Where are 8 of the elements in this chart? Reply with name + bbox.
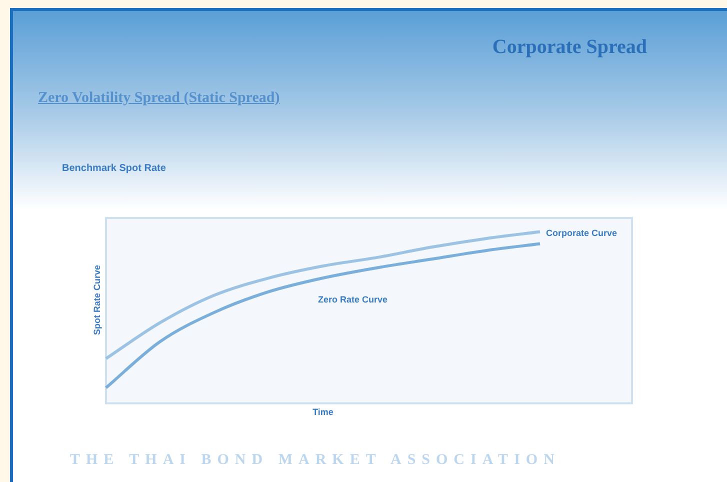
chart-subtitle: Zero Volatility Spread (Static Spread) (38, 90, 280, 107)
series-label: Corporate Curve (546, 228, 618, 238)
y-axis-title: Spot Rate Curve (92, 264, 102, 336)
chart-title: Corporate Spread (492, 36, 647, 59)
text: THE THAI BOND MARKET ASSOCIATION (70, 452, 560, 469)
text: Benchmark Spot Rate (62, 163, 166, 174)
series-label: Zero Rate Curve (318, 294, 388, 305)
x-axis-title: Time (312, 407, 334, 418)
